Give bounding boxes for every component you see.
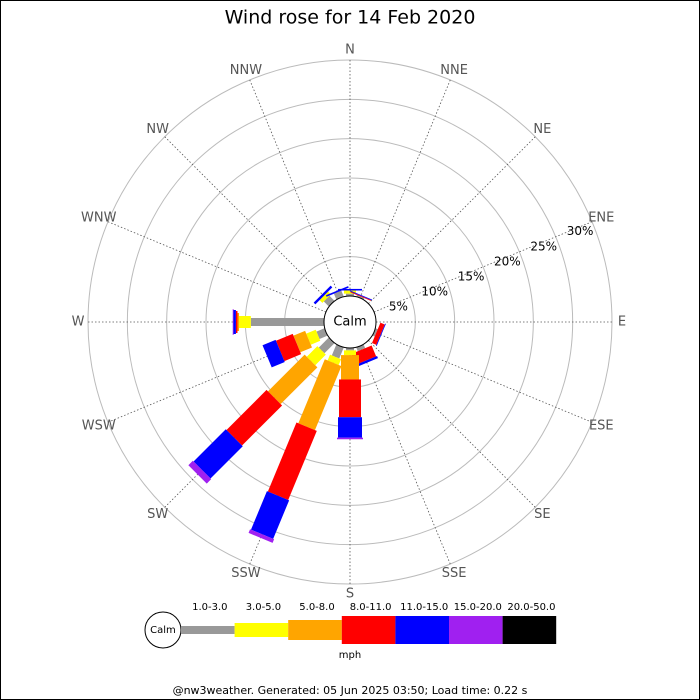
bar-segment xyxy=(239,316,251,328)
bar-segment xyxy=(356,294,365,300)
r-tick-label: 20% xyxy=(494,254,521,268)
bar-segment xyxy=(306,346,326,366)
legend-label: 3.0-5.0 xyxy=(246,602,281,613)
r-tick-label: 30% xyxy=(567,224,594,238)
legend-swatch xyxy=(234,623,289,637)
bar-segment xyxy=(327,354,342,366)
direction-label: WSW xyxy=(82,419,116,434)
legend-calm-label: Calm xyxy=(150,625,176,636)
legend-swatch xyxy=(395,616,449,644)
legend-label: 15.0-20.0 xyxy=(454,602,502,613)
bar-segment xyxy=(375,323,386,347)
calm-label: Calm xyxy=(333,315,366,330)
spoke xyxy=(164,136,332,304)
bar-segment xyxy=(325,286,349,297)
bar-segment xyxy=(339,379,361,418)
bar-segment xyxy=(372,328,378,337)
bar-segment xyxy=(319,291,331,303)
bar-segment xyxy=(344,290,356,294)
r-tick-label: 15% xyxy=(458,269,485,283)
spoke xyxy=(249,79,341,299)
bar-segment xyxy=(350,291,372,301)
bar-segment xyxy=(316,328,328,339)
bar-segment xyxy=(318,337,335,354)
legend-label: 11.0-15.0 xyxy=(400,602,448,613)
bar-segment xyxy=(356,344,366,352)
bar-segment xyxy=(188,460,212,484)
bar-segment xyxy=(235,311,238,333)
legend-swatch xyxy=(181,626,235,634)
direction-label: NNW xyxy=(230,63,262,78)
unit-label: mph xyxy=(339,650,361,661)
bar-segment xyxy=(250,491,290,539)
spoke xyxy=(359,345,451,565)
legend-swatch xyxy=(449,616,503,644)
bar-segment xyxy=(248,529,275,543)
chart-title: Wind rose for 14 Feb 2020 xyxy=(225,7,476,29)
direction-label: W xyxy=(72,315,85,330)
spoke xyxy=(373,331,593,423)
bar-segment xyxy=(293,330,312,353)
direction-label: NE xyxy=(533,122,551,137)
bar-segment xyxy=(306,329,321,345)
spoke xyxy=(373,221,593,313)
bar-segment xyxy=(193,429,243,479)
legend-label: 5.0-8.0 xyxy=(299,602,334,613)
bar-segment xyxy=(354,355,378,368)
bar-segment xyxy=(267,354,318,405)
bar-segment xyxy=(237,313,240,331)
bar-segment xyxy=(298,359,342,431)
direction-label: NNE xyxy=(440,63,468,78)
bar-segment xyxy=(232,309,234,335)
direction-label: SE xyxy=(534,507,550,522)
bar-segment xyxy=(349,290,373,301)
grid-ring xyxy=(205,177,495,467)
bar-segment xyxy=(275,333,302,362)
direction-label: SSE xyxy=(442,566,467,581)
direction-label: S xyxy=(346,587,354,602)
direction-label: ESE xyxy=(589,419,614,434)
legend-swatch xyxy=(341,616,396,644)
bar-segment xyxy=(371,322,385,345)
r-tick-label: 5% xyxy=(389,299,408,313)
bar-segment xyxy=(331,344,344,359)
direction-label: N xyxy=(345,43,355,58)
bar-segment xyxy=(233,310,236,334)
legend-swatch xyxy=(288,620,342,640)
calm-circle xyxy=(323,295,377,349)
spoke xyxy=(368,340,536,508)
legend-label: 1.0-3.0 xyxy=(192,602,227,613)
r-tick-label: 10% xyxy=(421,284,448,298)
direction-label: WNW xyxy=(81,210,117,225)
bar-segment xyxy=(262,339,285,368)
grid-ring xyxy=(166,138,534,506)
spoke xyxy=(359,79,451,299)
direction-label: NW xyxy=(146,122,169,137)
legend-swatch xyxy=(502,616,557,644)
bar-segment xyxy=(323,295,335,307)
bar-segment xyxy=(338,288,362,291)
direction-label: SW xyxy=(147,507,168,522)
spoke xyxy=(107,221,327,313)
bar-segment xyxy=(337,437,363,440)
r-tick-label: 25% xyxy=(530,239,557,253)
bar-segment xyxy=(346,348,354,351)
legend-label: 20.0-50.0 xyxy=(507,602,555,613)
bar-segment xyxy=(341,355,359,380)
spoke xyxy=(368,136,536,304)
legend-label: 8.0-11.0 xyxy=(350,602,392,613)
direction-label: E xyxy=(618,315,626,330)
bar-segment xyxy=(226,389,283,446)
bar-segment xyxy=(338,417,362,438)
bar-segment xyxy=(250,318,324,326)
bar-segment xyxy=(344,350,356,356)
direction-label: ENE xyxy=(588,210,614,225)
bar-segment xyxy=(313,285,333,305)
direction-label: SSW xyxy=(231,566,261,581)
bar-segment xyxy=(346,293,354,296)
bar-segment xyxy=(267,422,317,500)
footer: @nw3weather. Generated: 05 Jun 2025 03:5… xyxy=(173,684,528,697)
